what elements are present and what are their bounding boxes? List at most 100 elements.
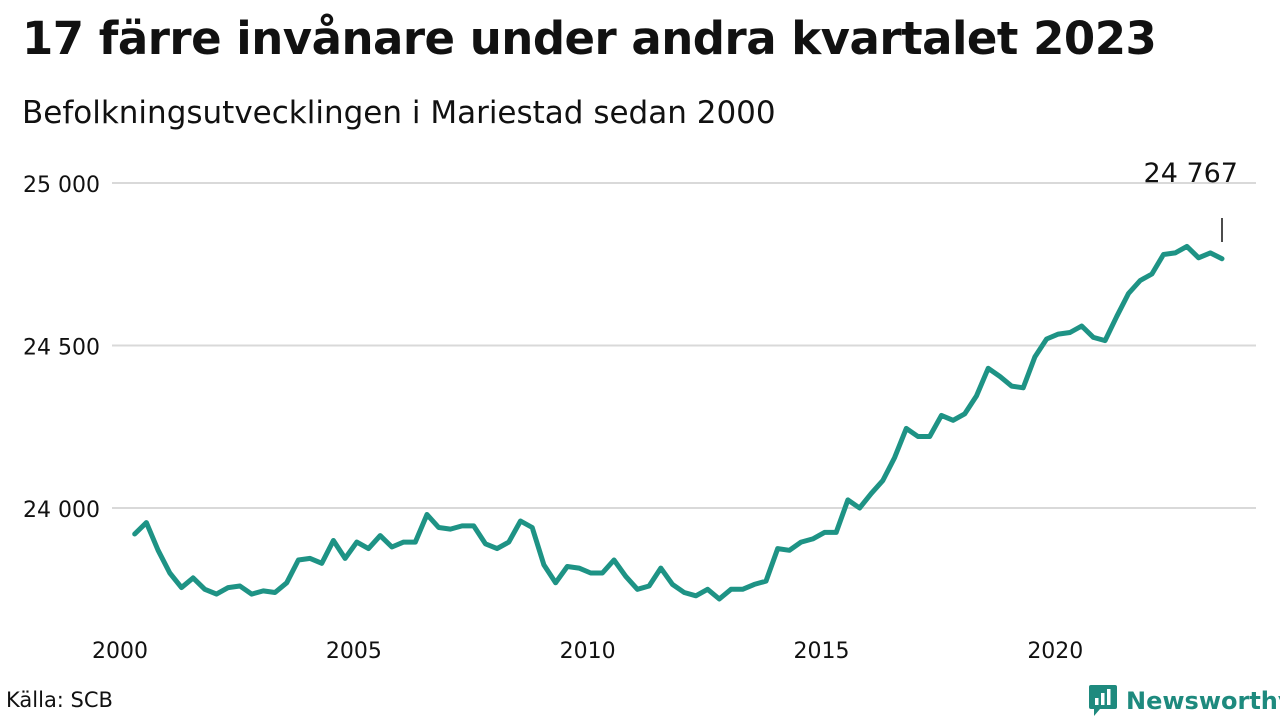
data-point [635, 587, 640, 592]
data-point [202, 587, 207, 592]
data-point [518, 518, 523, 524]
data-point [717, 596, 722, 602]
data-point [834, 530, 839, 535]
data-point [506, 539, 511, 545]
data-point [1021, 385, 1026, 390]
data-point [682, 590, 687, 595]
data-point [576, 565, 582, 571]
data-point [331, 538, 336, 543]
data-point [214, 591, 219, 597]
data-point [775, 546, 780, 551]
data-point [436, 525, 441, 530]
y-tick-label: 24 000 [23, 498, 100, 523]
data-point [284, 580, 289, 585]
data-point [693, 593, 699, 598]
series-layer [132, 243, 1225, 602]
brand-name: Newsworthy [1126, 687, 1280, 715]
data-point [389, 544, 395, 550]
data-point [530, 525, 535, 530]
data-point [810, 536, 815, 542]
data-point [892, 455, 897, 460]
data-point [342, 556, 348, 561]
data-point [1044, 336, 1049, 342]
data-point [705, 587, 710, 592]
data-point [962, 411, 967, 416]
data-point [401, 539, 406, 545]
data-point [588, 570, 593, 576]
data-point [670, 582, 675, 587]
data-point [752, 582, 757, 587]
data-point [190, 575, 196, 581]
data-point [378, 533, 383, 538]
data-point [179, 585, 184, 590]
data-point [296, 557, 301, 563]
data-point [857, 505, 862, 511]
data-point [354, 539, 359, 545]
data-point [1067, 330, 1073, 335]
annotation-layer: 24 767 [1144, 158, 1238, 242]
data-point [974, 393, 979, 399]
data-point [307, 556, 313, 561]
data-point [413, 539, 418, 545]
x-tick-label: 2000 [92, 639, 148, 664]
data-point [822, 530, 827, 535]
data-point [226, 585, 231, 590]
data-point [1009, 383, 1014, 389]
data-point [1219, 256, 1225, 261]
brand-logo[interactable]: Newsworthy [1088, 684, 1280, 718]
y-tick-label: 25 000 [23, 173, 100, 198]
data-point [845, 497, 851, 503]
data-point [658, 565, 663, 571]
x-axis-ticks: 2000 2005 2010 2015 2020 [92, 639, 1083, 664]
grid-lines [112, 182, 1256, 509]
data-point [611, 557, 617, 563]
data-point [927, 434, 932, 439]
data-point [261, 588, 266, 594]
data-point [1184, 244, 1190, 249]
data-point [1149, 271, 1155, 277]
data-point [237, 583, 243, 589]
data-point [1102, 338, 1108, 343]
data-point [366, 546, 371, 551]
data-point [1208, 250, 1213, 256]
data-point [1056, 331, 1061, 337]
data-point [1138, 278, 1143, 283]
last-value-label: 24 767 [1144, 158, 1238, 189]
data-point [272, 590, 278, 595]
data-point [319, 561, 324, 566]
newsworthy-logo-icon [1089, 685, 1117, 716]
data-point [1161, 252, 1166, 257]
data-point [915, 434, 921, 439]
data-point [1173, 250, 1178, 256]
chart-subtitle: Befolkningsutvecklingen i Mariestad seda… [22, 95, 776, 131]
data-point [904, 426, 909, 431]
data-point [740, 587, 745, 592]
x-tick-label: 2010 [560, 639, 616, 664]
data-point [541, 562, 547, 568]
series-line [132, 243, 1225, 602]
data-point [646, 583, 652, 589]
data-point [787, 548, 792, 553]
data-point [553, 580, 558, 585]
data-point [1032, 354, 1038, 360]
data-point [494, 546, 500, 551]
data-point [565, 564, 570, 569]
data-point [1196, 255, 1201, 260]
data-point [880, 478, 886, 483]
data-point [950, 418, 956, 423]
data-point [763, 578, 769, 584]
data-point [623, 574, 628, 579]
data-point [869, 491, 874, 496]
data-point [155, 548, 161, 553]
data-point [728, 587, 734, 592]
data-point [144, 520, 149, 525]
source-note: Källa: SCB [6, 688, 113, 712]
y-axis-ticks: 24 000 24 500 25 000 [23, 173, 100, 523]
x-tick-label: 2020 [1027, 639, 1083, 664]
data-point [1114, 314, 1120, 319]
data-point [459, 523, 465, 529]
y-tick-label: 24 500 [23, 336, 100, 361]
data-point [249, 591, 254, 597]
chart-title: 17 färre invånare under andra kvartalet … [22, 12, 1157, 65]
